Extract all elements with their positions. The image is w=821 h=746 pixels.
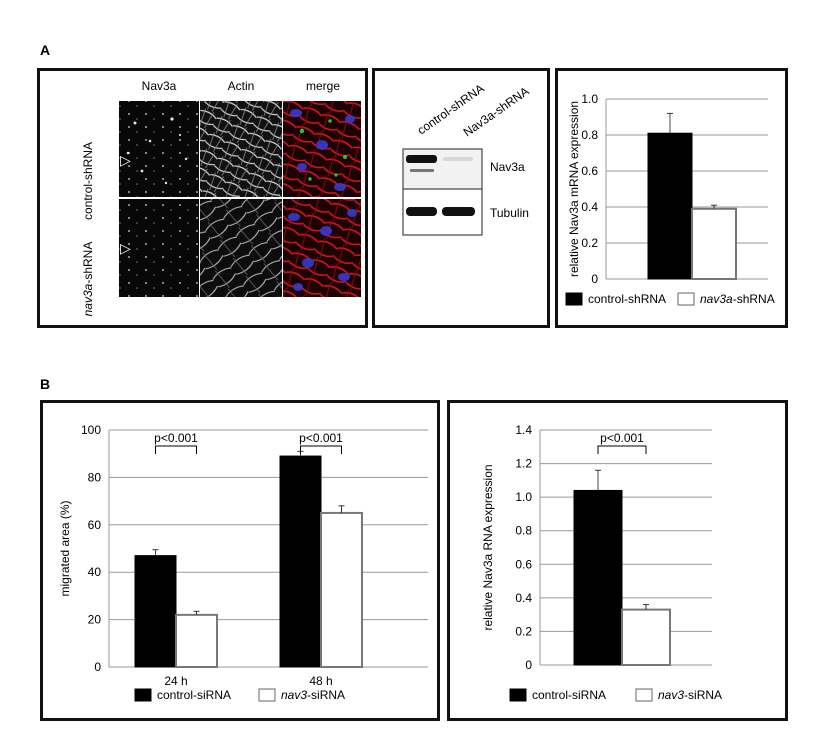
micrograph-panel: Nav3a Actin merge control-shRNA nav3a-sh… [37,68,368,328]
column-header-actin: Actin [228,79,255,93]
y-tick-label: 0.4 [581,200,598,214]
bar-knockdown [691,207,737,280]
y-tick-label: 0.4 [515,591,532,605]
chart-box-rna: 0 0.2 0.4 0.6 0.8 1.0 1.2 1.4 relative Nav3a RNA… [447,400,788,721]
band-tubulin-control [406,207,437,216]
y-tick-label: 0.8 [581,128,598,142]
legend-swatch-control [509,688,527,702]
y-axis-label: relative Nav3a RNA expression [481,464,495,630]
bar-knockdown [175,613,218,668]
x-category-label: 24 h [164,674,187,688]
chart-box-mrna: 0 0.2 0.4 0.6 0.8 1.0 relative Nav3a mRNA expr… [555,68,788,328]
legend-label-knockdown: nav3a-shRNA [700,292,775,306]
panel-a-label: A [40,42,51,58]
arrowhead-marker-control: ▷ [120,152,131,168]
legend-swatch-control [134,688,152,702]
y-tick-label: 80 [88,470,102,484]
significance-annotation: p<0.001 [600,431,644,445]
legend-label-control: control-siRNA [532,688,606,702]
y-tick-label: 1.4 [515,423,532,437]
y-tick-label: 0 [525,658,532,672]
panel-b-label: B [40,376,51,392]
bar-control [279,455,322,668]
legend-swatch-knockdown [258,688,276,702]
y-tick-label: 60 [88,518,102,532]
y-tick-label: 0 [94,660,101,674]
micrograph-actin-knockdown [200,199,282,297]
chart-box-migration: 0 20 40 60 80 100 migrated area (%) 24 h p<0.001… [40,400,440,721]
column-header-merge: merge [306,79,340,93]
bar-knockdown [621,608,671,667]
band-label-nav3a: Nav3a [490,160,525,174]
chart-nav3a-rna-expression: 0 0.2 0.4 0.6 0.8 1.0 1.2 1.4 relative Nav3a RNA… [481,423,722,702]
x-category-label: 48 h [309,674,332,688]
arrowhead-marker-knockdown: ▷ [120,240,131,256]
row-label-control-shrna: control-shRNA [81,142,95,220]
y-tick-label: 20 [88,613,102,627]
y-tick-label: 0.8 [515,524,532,538]
legend-label-control: control-siRNA [157,688,231,702]
y-tick-label: 1.0 [581,92,598,106]
legend-label-control: control-shRNA [588,292,666,306]
significance-bracket [597,445,647,454]
row-label-nav3a-shrna: nav3a-shRNA [81,242,95,317]
significance-annotation: p<0.001 [154,431,198,445]
micrograph-nav3a-control [119,101,199,197]
y-tick-label: 0.6 [515,557,532,571]
bar-control [573,489,623,666]
legend-swatch-knockdown [635,688,653,702]
bar-control [647,132,693,280]
micrograph-actin-control [200,101,282,197]
y-axis-label: migrated area (%) [58,500,72,596]
y-tick-label: 1.2 [515,457,532,471]
band-label-tubulin: Tubulin [490,206,529,220]
significance-annotation: p<0.001 [299,431,343,445]
chart-migrated-area: 0 20 40 60 80 100 migrated area (%) 24 h p<0.001… [58,423,428,702]
y-tick-label: 0.6 [581,164,598,178]
y-axis-label: relative Nav3a mRNA expression [567,101,581,277]
significance-bracket [155,445,197,454]
legend-label-knockdown: nav3-siRNA [658,688,722,702]
y-tick-label: 0.2 [581,236,598,250]
y-tick-label: 100 [81,423,101,437]
legend-swatch-control [565,292,583,306]
bar-control [134,555,177,668]
bar-knockdown [320,511,363,668]
legend-swatch-knockdown [677,292,695,306]
y-tick-label: 40 [88,565,102,579]
significance-bracket [300,445,342,454]
y-tick-label: 0 [591,272,598,286]
micrograph-nav3a-knockdown [119,199,199,297]
band-nav3a-control [406,155,437,163]
band-tubulin-knockdown [442,207,475,216]
column-header-nav3a: Nav3a [142,79,177,93]
y-tick-label: 0.2 [515,624,532,638]
band-nav3a-knockdown [443,157,473,161]
legend-label-knockdown: nav3-siRNA [281,688,345,702]
y-tick-label: 1.0 [515,490,532,504]
western-blot-panel: control-shRNA Nav3a-shRNA Nav3a Tubulin [372,68,550,328]
